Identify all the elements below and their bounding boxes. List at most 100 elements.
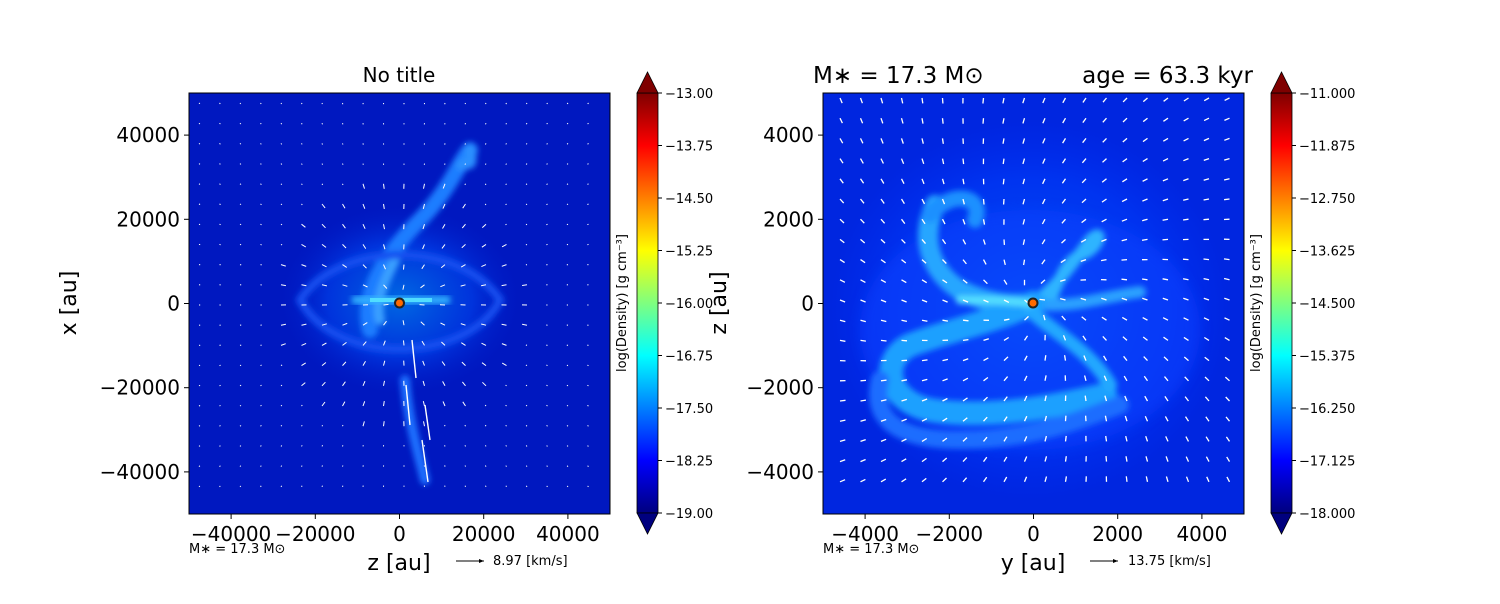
velocity-vector (588, 103, 589, 104)
velocity-vector (343, 425, 344, 426)
velocity-vector (567, 385, 568, 386)
velocity-vector (199, 204, 200, 205)
velocity-vector (261, 103, 262, 104)
right-title-mass: M∗ = 17.3 M⊙ (813, 63, 984, 89)
velocity-vector (861, 340, 866, 341)
velocity-vector (567, 224, 568, 225)
velocity-vector (526, 405, 527, 406)
colorbar-tick-label: −16.75 (665, 350, 713, 365)
velocity-vector (526, 123, 527, 124)
velocity-vector (384, 184, 385, 189)
velocity-vector (220, 385, 221, 386)
colorbar-tick-label: −14.50 (665, 192, 713, 207)
velocity-vector (1065, 355, 1066, 360)
velocity-vector (485, 184, 486, 185)
velocity-vector (506, 143, 507, 144)
velocity-vector (465, 425, 466, 426)
velocity-vector (526, 466, 527, 467)
left-chart-title: No title (363, 63, 436, 87)
velocity-vector (261, 143, 262, 144)
velocity-vector (1066, 436, 1067, 442)
velocity-vector (240, 405, 241, 406)
left-y-axis-label: x [au] (57, 271, 82, 336)
velocity-vector (963, 340, 968, 341)
velocity-vector (486, 486, 487, 487)
velocity-vector (281, 224, 282, 225)
y-tick-label: 0 (801, 292, 814, 316)
velocity-vector (281, 103, 282, 104)
velocity-vector (302, 204, 303, 205)
velocity-vector (261, 184, 262, 185)
velocity-vector (302, 405, 303, 406)
velocity-vector (199, 466, 200, 467)
velocity-vector (322, 486, 323, 487)
velocity-vector (485, 445, 486, 446)
velocity-vector (240, 143, 241, 144)
y-tick-label: 0 (167, 292, 180, 316)
colorbar-tick-label: −15.375 (1299, 350, 1355, 365)
left-mass-note: M∗ = 17.3 M⊙ (189, 542, 285, 557)
velocity-vector (881, 340, 887, 341)
velocity-vector (261, 123, 262, 124)
velocity-vector (1224, 199, 1229, 200)
velocity-vector (240, 123, 241, 124)
velocity-vector (220, 426, 221, 427)
x-tick-label: 40000 (536, 522, 600, 546)
velocity-vector (1024, 260, 1025, 265)
right-y-axis-label: z [au] (707, 271, 732, 334)
velocity-vector (240, 224, 241, 225)
velocity-vector (1003, 159, 1004, 164)
velocity-vector (199, 164, 200, 165)
velocity-vector (404, 340, 405, 345)
colorbar-tick-label: −17.125 (1299, 455, 1355, 470)
right-star-marker (1029, 299, 1038, 308)
velocity-vector (485, 204, 486, 205)
velocity-vector (526, 184, 527, 185)
colorbar-tick-label: −11.875 (1299, 140, 1355, 155)
velocity-vector (486, 123, 487, 124)
velocity-vector (485, 164, 486, 165)
y-tick-label: 2000 (763, 207, 814, 231)
velocity-vector (1142, 239, 1147, 240)
velocity-vector (485, 405, 486, 406)
velocity-vector (261, 466, 262, 467)
velocity-vector (302, 103, 303, 104)
velocity-vector (220, 446, 221, 447)
velocity-vector (861, 400, 866, 401)
velocity-vector (567, 184, 568, 185)
left-colorbar-ticks: −13.00−13.75−14.50−15.25−16.00−16.75−17.… (658, 87, 713, 522)
x-tick-label: −20000 (275, 522, 355, 546)
velocity-vector (588, 446, 589, 447)
colorbar-tick-label: −11.000 (1299, 87, 1355, 102)
velocity-vector (384, 421, 385, 426)
right-colorbar-label: log(Density) [g cm⁻³] (1249, 234, 1264, 372)
velocity-vector (404, 265, 405, 270)
velocity-vector (220, 123, 221, 124)
velocity-vector (261, 365, 262, 366)
velocity-vector (587, 385, 588, 386)
velocity-vector (983, 118, 984, 124)
velocity-vector (546, 224, 547, 225)
velocity-vector (240, 385, 241, 386)
velocity-vector (547, 184, 548, 185)
velocity-vector (526, 103, 527, 104)
velocity-vector (526, 365, 527, 366)
velocity-vector (199, 426, 200, 427)
velocity-vector (1142, 279, 1147, 280)
velocity-vector (281, 204, 282, 205)
velocity-vector (220, 164, 221, 165)
velocity-vector (567, 204, 568, 205)
velocity-vector (567, 426, 568, 427)
velocity-vector (199, 184, 200, 185)
velocity-vector (1122, 260, 1128, 261)
velocity-vector (1045, 355, 1046, 360)
velocity-vector (567, 143, 568, 144)
velocity-vector (220, 143, 221, 144)
velocity-vector (199, 123, 200, 124)
velocity-vector (922, 98, 923, 103)
velocity-vector (322, 184, 323, 185)
velocity-vector (281, 385, 282, 386)
velocity-vector (526, 425, 527, 426)
